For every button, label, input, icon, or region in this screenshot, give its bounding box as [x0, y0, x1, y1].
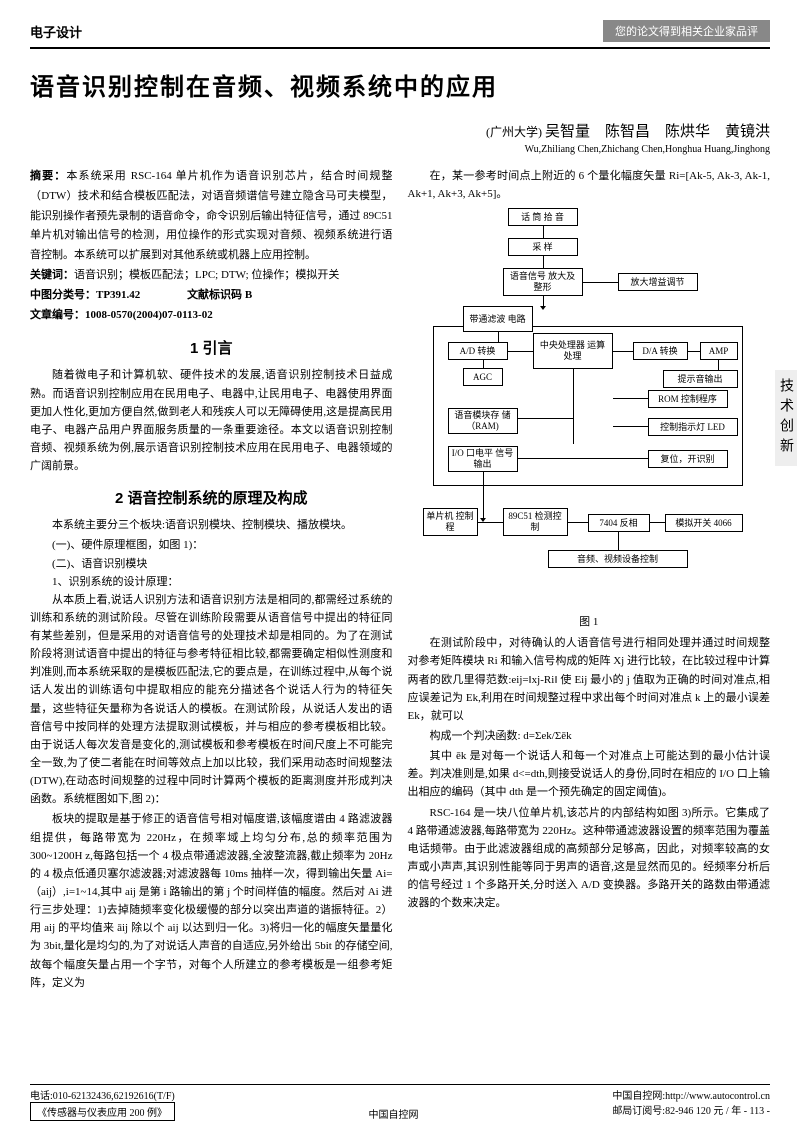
section1-title: 1 引言 — [30, 337, 393, 358]
box-amp: 语音信号 放大及整形 — [503, 268, 583, 296]
category-label: 电子设计 — [30, 22, 82, 41]
box-4066: 模拟开关 4066 — [665, 514, 743, 532]
arrow — [613, 426, 648, 427]
box-io: I/O 口电平 信号输出 — [448, 446, 518, 472]
s2-sub1: (一)、硬件原理框图，如图 1)： — [30, 536, 393, 554]
header-badge: 您的论文得到相关企业家品评 — [603, 20, 770, 42]
r-p3: 其中 ēk 是对每一个说话人和每一个对准点上可能达到的最小估计误差。判决准则是,… — [408, 747, 771, 801]
footer-center: 中国自控网 — [369, 1106, 419, 1121]
box-rom: ROM 控制程序 — [648, 390, 728, 408]
box-av: 音频、视频设备控制 — [548, 550, 688, 568]
box-89c51: 89C51 检测控制 — [503, 508, 568, 536]
line — [573, 369, 574, 444]
box-hint: 提示音输出 — [663, 370, 738, 388]
arrow — [583, 282, 618, 283]
arrow — [543, 256, 544, 268]
s2-sub2: (二)、语音识别模块 — [30, 555, 393, 573]
s2-p3: 板块的提取是基于修正的语音信号相对幅度谱,该幅度谱由 4 路滤波器组提供，每路带… — [30, 810, 393, 991]
abstract-text: 本系统采用 RSC-164 单片机作为语音识别芯片，结合时间规整（DTW）技术和… — [30, 170, 393, 261]
box-reset: 复位，开识别 — [648, 450, 728, 468]
r-p4: RSC-164 是一块八位单片机,该芯片的内部结构如图 3)所示。它集成了 4 … — [408, 804, 771, 913]
box-led: 控制指示灯 LED — [648, 418, 738, 436]
keywords-text: 语音识别；模板匹配法；LPC; DTW; 位操作；模拟开关 — [74, 269, 339, 281]
footer-sub: 邮局订阅号:82-946 120 元 / 年 - 113 - — [612, 1102, 770, 1117]
r-formula: 构成一个判决函数: d=Σek/Σēk — [408, 727, 771, 745]
page-footer: 电话:010-62132436,62192616(T/F) 《传感器与仪表应用 … — [30, 1087, 770, 1121]
box-sample: 采 样 — [508, 238, 578, 256]
r-p2: 在测试阶段中，对待确认的人语音信号进行相同处理并通过时间规整对参考矩阵模块 Ri… — [408, 634, 771, 725]
arrow — [688, 351, 700, 352]
line — [483, 360, 484, 368]
left-column: 摘要：本系统采用 RSC-164 单片机作为语音识别芯片，结合时间规整（DTW）… — [30, 167, 393, 994]
right-column: 在，某一参考时间点上附近的 6 个量化幅度矢量 Ri=[Ak-5, Ak-3, … — [408, 167, 771, 994]
abstract-block: 摘要：本系统采用 RSC-164 单片机作为语音识别芯片，结合时间规整（DTW）… — [30, 167, 393, 325]
side-vertical-label: 技术创新 — [775, 370, 797, 466]
arrow — [543, 296, 544, 306]
arrow — [543, 226, 544, 238]
arrow — [568, 522, 588, 523]
clc-value: TP391.42 — [96, 289, 140, 301]
arrow — [498, 332, 499, 342]
arrow — [518, 418, 573, 419]
box-amp2: AMP — [700, 342, 738, 360]
section2-title: 2 语音控制系统的原理及构成 — [30, 487, 393, 508]
box-ad: A/D 转换 — [448, 342, 508, 360]
footer-book: 《传感器与仪表应用 200 例》 — [30, 1102, 175, 1121]
page-header: 电子设计 您的论文得到相关企业家品评 — [30, 20, 770, 49]
box-filter: 带通滤波 电路 — [463, 306, 533, 332]
box-mcu: 单片机 控制程 — [423, 508, 478, 536]
footer-url: 中国自控网:http://www.autocontrol.cn — [612, 1087, 770, 1102]
s2-p2: 从本质上看,说话人识别方法和语音识别方法是相同的,都需经过系统的训练和系统的测试… — [30, 591, 393, 809]
s1-p1: 随着微电子和计算机软、硬件技术的发展,语音识别控制技术日益成熟。而语音识别控制应… — [30, 366, 393, 475]
box-ram: 语音模块存 储（RAM) — [448, 408, 518, 434]
arrow — [478, 522, 503, 523]
arrow — [618, 532, 619, 550]
s2-p1: 本系统主要分三个板块:语音识别模块、控制模块、播放模块。 — [30, 516, 393, 534]
authors-cn: 吴智量 陈智昌 陈烘华 黄镜洪 — [545, 123, 770, 140]
arrow — [508, 351, 533, 352]
box-mic: 话 筒 拾 音 — [508, 208, 578, 226]
arrow — [518, 458, 573, 459]
box-7404: 7404 反相 — [588, 514, 650, 532]
arrow — [718, 360, 719, 370]
arrow — [650, 522, 665, 523]
articleid-value: 1008-0570(2004)07-0113-02 — [85, 309, 213, 321]
arrow — [483, 472, 484, 518]
paper-title: 语音识别控制在音频、视频系统中的应用 — [30, 67, 770, 102]
arrow — [573, 458, 648, 459]
articleid-label: 文章编号： — [30, 309, 85, 321]
box-da: D/A 转换 — [633, 342, 688, 360]
s2-sub3: 1、识别系统的设计原理： — [30, 573, 393, 591]
box-cpu: 中央处理器 运算处理 — [533, 333, 613, 369]
abstract-label: 摘要： — [30, 170, 66, 182]
arrow — [613, 398, 648, 399]
clc-label: 中图分类号： — [30, 289, 96, 301]
r-p1: 在，某一参考时间点上附近的 6 个量化幅度矢量 Ri=[Ak-5, Ak-3, … — [408, 167, 771, 203]
footer-phone: 电话:010-62132436,62192616(T/F) — [30, 1087, 175, 1102]
box-agc: AGC — [463, 368, 503, 386]
box-gain: 放大增益调节 — [618, 273, 698, 291]
doccode-label: 文献标识码 — [187, 289, 242, 301]
figure-1-diagram: 话 筒 拾 音 采 样 语音信号 放大及整形 放大增益调节 带通滤波 电路 A/… — [408, 208, 748, 608]
authors-en: Wu,Zhiliang Chen,Zhichang Chen,Honghua H… — [30, 144, 770, 155]
arrow — [613, 351, 633, 352]
keywords-label: 关键词： — [30, 269, 74, 281]
footer-rule — [30, 1084, 770, 1085]
authors-line: (广州大学) 吴智量 陈智昌 陈烘华 黄镜洪 — [30, 120, 770, 141]
fig1-caption: 图 1 — [408, 613, 771, 629]
affiliation: (广州大学) — [486, 125, 542, 139]
doccode-value: B — [245, 289, 252, 301]
